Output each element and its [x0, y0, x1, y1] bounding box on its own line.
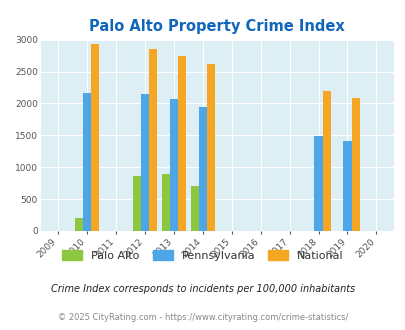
Bar: [83, 93, 91, 231]
Bar: [91, 44, 99, 231]
Bar: [351, 98, 359, 231]
Text: © 2025 CityRating.com - https://www.cityrating.com/crime-statistics/: © 2025 CityRating.com - https://www.city…: [58, 313, 347, 322]
Bar: [132, 176, 141, 231]
Legend: Palo Alto, Pennsylvania, National: Palo Alto, Pennsylvania, National: [62, 250, 343, 260]
Bar: [198, 107, 206, 231]
Bar: [169, 99, 177, 231]
Text: Crime Index corresponds to incidents per 100,000 inhabitants: Crime Index corresponds to incidents per…: [51, 284, 354, 294]
Bar: [149, 49, 157, 231]
Bar: [141, 94, 149, 231]
Bar: [177, 55, 185, 231]
Bar: [322, 91, 330, 231]
Bar: [75, 218, 83, 231]
Title: Palo Alto Property Crime Index: Palo Alto Property Crime Index: [89, 19, 344, 34]
Bar: [161, 174, 169, 231]
Bar: [314, 136, 322, 231]
Bar: [206, 64, 214, 231]
Bar: [343, 141, 351, 231]
Bar: [190, 186, 198, 231]
